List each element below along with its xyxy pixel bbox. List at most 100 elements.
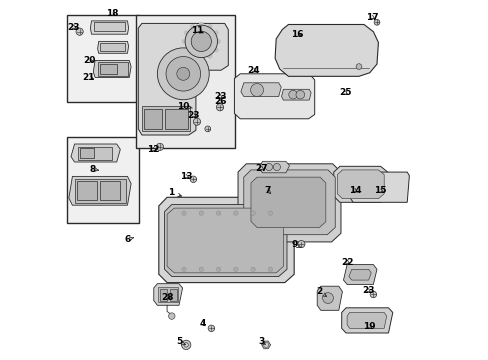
Polygon shape bbox=[258, 161, 289, 173]
Circle shape bbox=[263, 342, 268, 347]
Circle shape bbox=[208, 325, 214, 332]
Text: 25: 25 bbox=[338, 88, 351, 97]
Circle shape bbox=[216, 104, 223, 111]
Polygon shape bbox=[281, 89, 310, 100]
Bar bbox=[94, 22, 124, 31]
Circle shape bbox=[185, 25, 217, 58]
Circle shape bbox=[190, 176, 196, 183]
Text: 11: 11 bbox=[191, 26, 203, 35]
Text: 24: 24 bbox=[246, 66, 259, 75]
Polygon shape bbox=[153, 284, 182, 305]
Text: 4: 4 bbox=[200, 320, 206, 328]
Circle shape bbox=[273, 163, 280, 171]
Text: 26: 26 bbox=[213, 97, 226, 106]
Circle shape bbox=[268, 267, 272, 271]
Text: 2: 2 bbox=[316, 287, 326, 297]
Circle shape bbox=[369, 291, 376, 298]
Text: 1: 1 bbox=[167, 188, 181, 197]
Bar bbox=[100, 64, 117, 74]
Text: 12: 12 bbox=[147, 145, 160, 154]
Circle shape bbox=[199, 267, 203, 271]
Polygon shape bbox=[348, 269, 370, 280]
Circle shape bbox=[233, 211, 238, 215]
Circle shape bbox=[199, 22, 203, 26]
Text: 8: 8 bbox=[89, 165, 99, 174]
Polygon shape bbox=[343, 265, 376, 284]
Polygon shape bbox=[244, 170, 335, 235]
Polygon shape bbox=[93, 60, 131, 77]
Polygon shape bbox=[138, 23, 228, 135]
Circle shape bbox=[182, 39, 186, 44]
Circle shape bbox=[214, 31, 218, 35]
Polygon shape bbox=[275, 24, 378, 76]
Bar bbox=[67, 137, 139, 223]
Text: 17: 17 bbox=[365, 13, 378, 22]
Polygon shape bbox=[333, 166, 387, 202]
Bar bbox=[136, 15, 234, 148]
Polygon shape bbox=[317, 286, 342, 310]
Circle shape bbox=[157, 48, 209, 100]
Circle shape bbox=[191, 31, 211, 51]
Circle shape bbox=[177, 67, 189, 80]
Bar bbox=[164, 109, 187, 129]
Circle shape bbox=[250, 267, 255, 271]
Polygon shape bbox=[261, 341, 270, 348]
Polygon shape bbox=[167, 208, 283, 273]
Text: 16: 16 bbox=[291, 30, 304, 39]
Circle shape bbox=[183, 343, 188, 347]
Polygon shape bbox=[159, 197, 294, 283]
Bar bbox=[159, 289, 167, 301]
Circle shape bbox=[190, 24, 194, 28]
Text: 23: 23 bbox=[187, 111, 199, 120]
Text: 15: 15 bbox=[374, 186, 386, 195]
Text: 14: 14 bbox=[348, 186, 361, 195]
Bar bbox=[144, 109, 162, 129]
Circle shape bbox=[184, 48, 188, 52]
Bar bbox=[158, 287, 178, 302]
Circle shape bbox=[166, 57, 200, 91]
Polygon shape bbox=[69, 176, 131, 205]
Text: 23: 23 bbox=[362, 287, 374, 295]
Circle shape bbox=[193, 118, 200, 125]
Circle shape bbox=[355, 64, 361, 69]
Text: 23: 23 bbox=[213, 92, 226, 101]
Circle shape bbox=[288, 90, 297, 99]
Circle shape bbox=[168, 313, 175, 319]
Circle shape bbox=[214, 48, 218, 52]
Polygon shape bbox=[90, 21, 128, 34]
Circle shape bbox=[190, 54, 194, 59]
Circle shape bbox=[322, 293, 333, 303]
Circle shape bbox=[207, 54, 212, 59]
Circle shape bbox=[156, 143, 163, 150]
Circle shape bbox=[373, 19, 379, 25]
Text: 19: 19 bbox=[363, 323, 375, 331]
Circle shape bbox=[265, 163, 272, 171]
Text: 18: 18 bbox=[105, 9, 118, 18]
Bar bbox=[98, 62, 128, 76]
Text: 28: 28 bbox=[161, 292, 173, 302]
Circle shape bbox=[295, 90, 304, 99]
Circle shape bbox=[268, 211, 272, 215]
Circle shape bbox=[297, 240, 305, 248]
Circle shape bbox=[207, 24, 212, 28]
Circle shape bbox=[182, 211, 186, 215]
Bar bbox=[78, 147, 112, 160]
Bar bbox=[80, 148, 94, 158]
Polygon shape bbox=[341, 308, 392, 333]
Polygon shape bbox=[98, 41, 128, 53]
Text: 13: 13 bbox=[180, 172, 192, 181]
Polygon shape bbox=[164, 204, 286, 276]
Polygon shape bbox=[337, 170, 384, 199]
Text: 9: 9 bbox=[291, 240, 300, 249]
Bar bbox=[142, 106, 190, 131]
Circle shape bbox=[250, 84, 263, 96]
Circle shape bbox=[199, 57, 203, 61]
Circle shape bbox=[250, 211, 255, 215]
Circle shape bbox=[216, 267, 220, 271]
Text: 10: 10 bbox=[177, 102, 192, 111]
Bar bbox=[100, 181, 120, 200]
Circle shape bbox=[181, 340, 190, 350]
Bar bbox=[169, 289, 177, 301]
Circle shape bbox=[76, 28, 83, 35]
Bar bbox=[100, 43, 125, 51]
